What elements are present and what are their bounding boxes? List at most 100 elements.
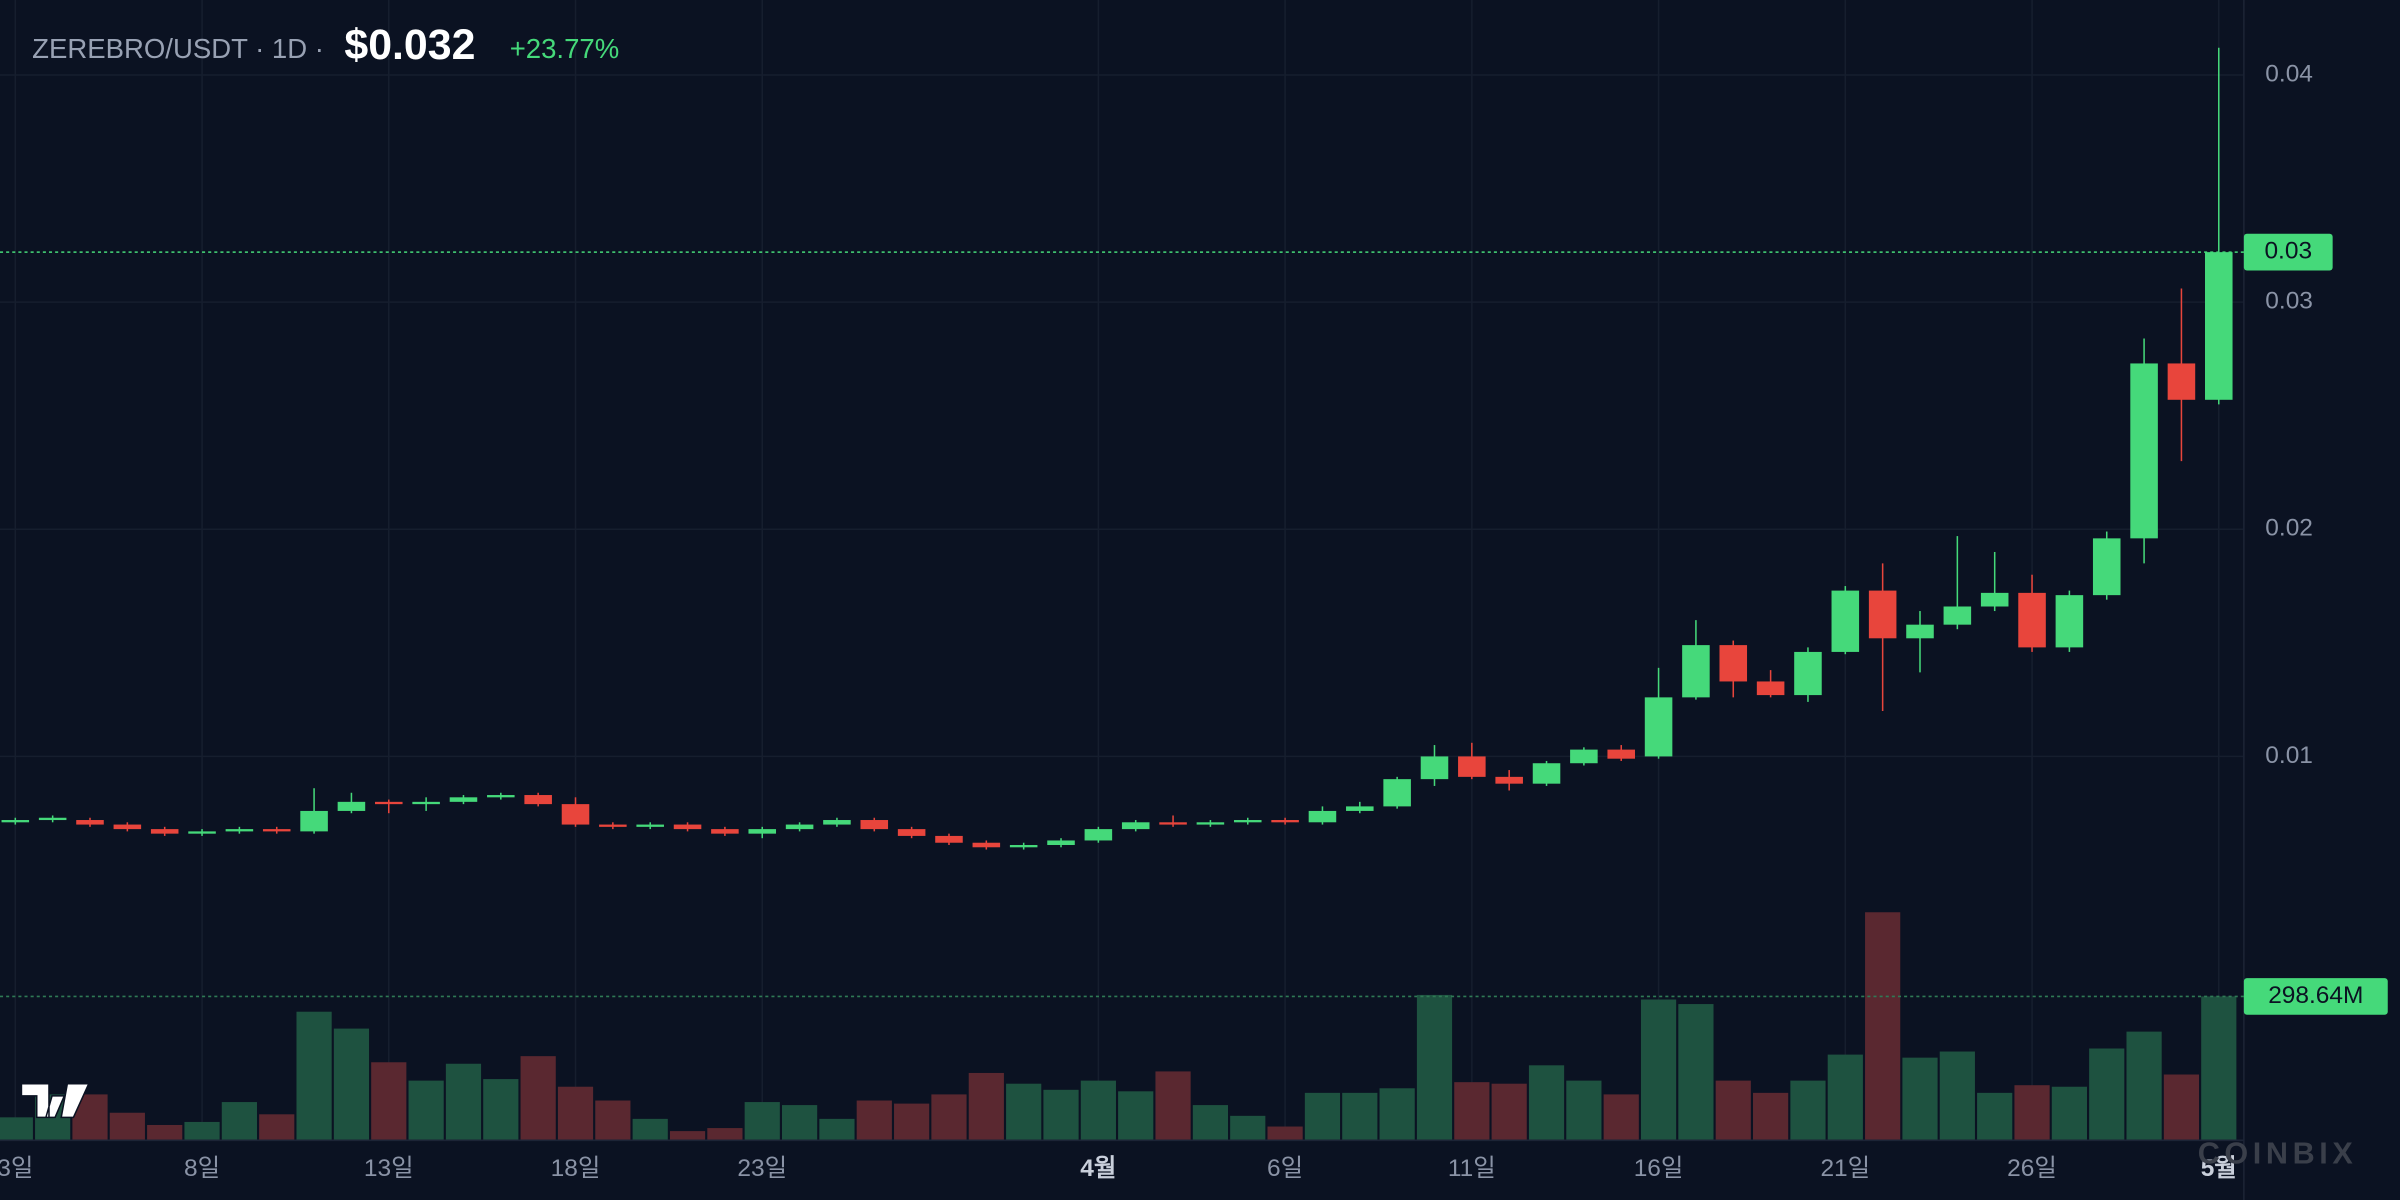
volume-bar bbox=[744, 1102, 780, 1141]
tradingview-logo bbox=[20, 1082, 90, 1119]
x-tick-label: 21일 bbox=[1820, 1155, 1870, 1182]
candle-body bbox=[1682, 645, 1710, 698]
candle-body bbox=[1346, 806, 1374, 811]
candle-body bbox=[1794, 651, 1822, 696]
candle-body bbox=[823, 820, 851, 825]
volume-bar bbox=[445, 1063, 482, 1141]
candle-body bbox=[2167, 363, 2196, 400]
candle-body bbox=[1980, 592, 2009, 607]
volume-bar bbox=[483, 1079, 519, 1141]
volume-bar bbox=[1528, 1065, 1565, 1141]
candle-body bbox=[449, 797, 478, 802]
candle-body bbox=[38, 817, 67, 821]
candle-body bbox=[1868, 590, 1897, 639]
last-volume-box bbox=[2243, 978, 2388, 1015]
volume-bar bbox=[1379, 1088, 1415, 1141]
candle-body bbox=[1756, 681, 1785, 696]
candle-body bbox=[1607, 749, 1635, 759]
volume-bar bbox=[221, 1102, 257, 1141]
volume-bar bbox=[147, 1124, 183, 1141]
last-volume-label: 298.64M bbox=[2268, 982, 2363, 1009]
volume-bar bbox=[1155, 1071, 1191, 1141]
header-change: +23.77% bbox=[510, 33, 620, 64]
volume-bar bbox=[1080, 1080, 1116, 1141]
candle-body bbox=[1196, 822, 1225, 825]
volume-bar bbox=[1192, 1105, 1229, 1141]
volume-bar bbox=[1790, 1080, 1826, 1141]
candle-body bbox=[1121, 822, 1150, 830]
candle-body bbox=[2205, 252, 2233, 400]
volume-bar bbox=[968, 1072, 1004, 1141]
candle-body bbox=[1084, 829, 1113, 841]
x-tick-label: 3일 bbox=[0, 1155, 33, 1182]
candle-body bbox=[1458, 756, 1486, 777]
volume-bar bbox=[1827, 1054, 1863, 1141]
candle-body bbox=[524, 795, 552, 805]
candle-body bbox=[2018, 592, 2046, 648]
volume-bar bbox=[1640, 999, 1677, 1141]
volume-bar bbox=[1753, 1092, 1789, 1141]
candle-body bbox=[1420, 756, 1449, 780]
candle-body bbox=[76, 820, 104, 825]
candle-body bbox=[375, 801, 403, 805]
volume-bar bbox=[184, 1121, 220, 1141]
x-tick-label: 13일 bbox=[364, 1155, 414, 1182]
candle-body bbox=[1233, 820, 1262, 823]
candle-body bbox=[636, 824, 664, 827]
candle-body bbox=[1943, 606, 1972, 625]
volume-bar bbox=[557, 1086, 594, 1141]
last-price-label: 0.03 bbox=[2264, 238, 2312, 265]
candle-body bbox=[1308, 810, 1337, 823]
x-tick-label: 6일 bbox=[1267, 1155, 1303, 1182]
volume-bar bbox=[2201, 996, 2237, 1141]
volume-bar bbox=[296, 1011, 332, 1141]
x-tick-label: 5월 bbox=[2201, 1154, 2237, 1182]
candle-body bbox=[1906, 624, 1934, 639]
candle-body bbox=[1495, 776, 1523, 784]
volume-bar bbox=[1267, 1126, 1303, 1141]
candle-body bbox=[113, 824, 142, 830]
volume-bar bbox=[2089, 1048, 2125, 1141]
volume-bar bbox=[1304, 1092, 1341, 1141]
volume-bar bbox=[1118, 1091, 1154, 1141]
candle-body bbox=[748, 829, 777, 834]
candle-body bbox=[1831, 590, 1860, 652]
volume-bar bbox=[1566, 1080, 1602, 1141]
volume-bar bbox=[2051, 1086, 2087, 1141]
candle-body bbox=[2092, 538, 2121, 596]
candle-body bbox=[1047, 840, 1075, 846]
x-tick-label: 11일 bbox=[1448, 1155, 1496, 1182]
volume-bar bbox=[2014, 1085, 2050, 1141]
volume-bar bbox=[781, 1105, 818, 1141]
volume-bar bbox=[2126, 1031, 2162, 1141]
candle-body bbox=[300, 810, 328, 832]
volume-bar bbox=[894, 1103, 930, 1141]
volume-bar bbox=[1603, 1094, 1639, 1141]
volume-bar bbox=[1678, 1004, 1714, 1141]
volume-bar bbox=[1043, 1089, 1079, 1141]
volume-bar bbox=[856, 1100, 892, 1141]
volume-bar bbox=[669, 1131, 706, 1141]
volume-bar bbox=[632, 1118, 668, 1141]
y-tick-label: 0.04 bbox=[2265, 60, 2313, 87]
candle-body bbox=[673, 824, 702, 830]
candle-body bbox=[2130, 363, 2158, 539]
volume-bar bbox=[1715, 1080, 1751, 1141]
volume-bar bbox=[1491, 1083, 1527, 1141]
y-tick-label: 0.03 bbox=[2265, 288, 2313, 315]
candle-body bbox=[935, 835, 963, 843]
price-pane bbox=[1, 47, 2233, 850]
candle-body bbox=[599, 824, 627, 827]
volume-bar bbox=[259, 1114, 295, 1141]
last-price-box bbox=[2243, 233, 2333, 271]
x-tick-label: 26일 bbox=[2007, 1155, 2057, 1182]
x-tick-label: 16일 bbox=[1634, 1155, 1684, 1182]
candle-body bbox=[1719, 645, 1748, 682]
grid bbox=[0, 0, 2244, 1141]
volume-bar bbox=[520, 1056, 556, 1141]
volume-bar bbox=[1865, 912, 1901, 1141]
volume-bar bbox=[0, 1117, 33, 1141]
candle-body bbox=[1644, 697, 1673, 757]
candle-body bbox=[487, 795, 515, 798]
